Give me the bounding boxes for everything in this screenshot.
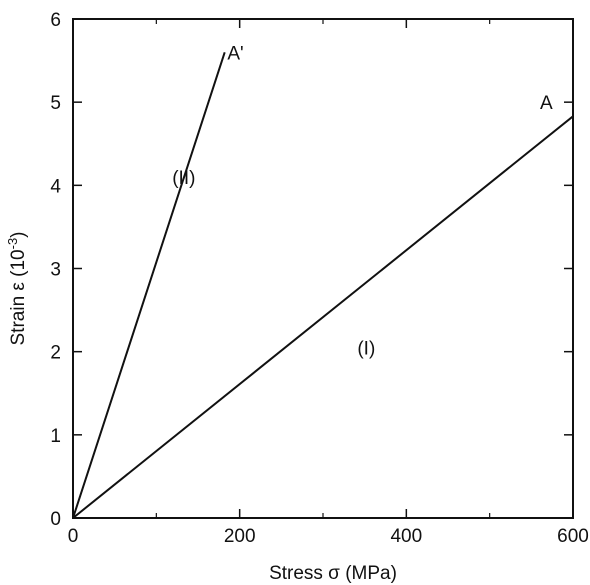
y-axis-label-main: Strain ε (10 (8, 249, 29, 345)
x-tick-label: 600 (557, 526, 589, 547)
series-line-2 (72, 115, 574, 519)
x-tick-label: 400 (390, 526, 422, 547)
tick-marks (72, 18, 574, 519)
annotation-label: (I) (357, 339, 375, 360)
series-line-1 (72, 51, 226, 519)
series-layer (72, 51, 574, 519)
y-tick-label: 6 (50, 10, 61, 31)
annotation-label: (II) (172, 168, 195, 189)
annotation-label: A' (227, 43, 243, 64)
y-tick-label: 4 (50, 176, 61, 197)
x-axis-label: Stress σ (MPa) (269, 563, 397, 584)
tick-labels: 0 200 400 600 0 1 2 3 4 5 6 (50, 10, 588, 547)
x-tick-label: 0 (68, 526, 79, 547)
y-tick-label: 5 (50, 93, 61, 114)
annotations: A' (II) A (I) (172, 43, 553, 359)
plot-frame (72, 18, 574, 519)
y-tick-label: 2 (50, 343, 61, 364)
y-axis-label-exponent: -3 (5, 238, 20, 250)
y-tick-label: 0 (50, 509, 61, 530)
y-axis-label-close: ) (8, 231, 29, 237)
y-tick-label: 3 (50, 260, 61, 281)
annotation-label: A (540, 93, 553, 114)
y-tick-label: 1 (50, 426, 61, 447)
plot-frame-group (72, 18, 574, 519)
x-tick-label: 200 (224, 526, 256, 547)
y-axis-label: Strain ε (10-3) (5, 231, 30, 345)
